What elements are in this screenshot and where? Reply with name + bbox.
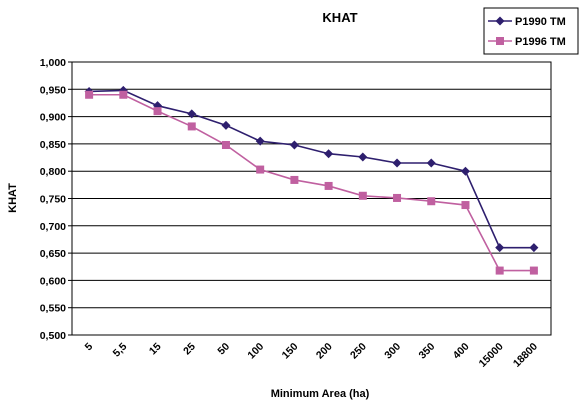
x-tick-label: 50 — [215, 341, 232, 358]
series-1-point — [119, 90, 128, 99]
y-tick-label: 0,750 — [40, 194, 66, 206]
x-tick-label: 15000 — [477, 341, 506, 370]
legend-label-p1990: P1990 TM — [515, 16, 566, 28]
series-0-point — [460, 166, 470, 176]
x-axis-ticks: 5 5,5 15 25 50 100 150 200 250 300 350 400 15000 1880… — [83, 341, 541, 370]
x-tick-label: 25 — [181, 341, 198, 358]
series-line-0 — [89, 89, 534, 249]
x-tick-label: 15 — [147, 341, 164, 358]
chart-title: KHAT — [322, 10, 357, 25]
x-tick-label: 18800 — [511, 341, 540, 370]
series-markers — [84, 85, 539, 275]
y-tick-label: 0,850 — [40, 139, 66, 151]
series-1-point — [153, 107, 162, 116]
x-tick-label: 300 — [382, 341, 403, 362]
y-axis-label: KHAT — [7, 183, 19, 213]
series-1-point — [85, 90, 94, 99]
series-line-1 — [89, 93, 534, 272]
x-tick-label: 250 — [348, 341, 369, 362]
series-1-point — [529, 266, 538, 275]
series-1-point — [221, 140, 230, 149]
series-0-point — [324, 149, 334, 159]
y-tick-label: 0,800 — [40, 166, 66, 178]
y-tick-label: 0,600 — [40, 275, 66, 287]
series-1-point — [358, 191, 367, 200]
series-1-point — [461, 201, 470, 210]
y-tick-label: 0,900 — [40, 112, 66, 124]
series-lines — [89, 89, 534, 272]
legend-marker-square — [496, 37, 504, 45]
series-1-point — [187, 122, 196, 131]
legend-marker-diamond — [495, 16, 505, 26]
series-1-point — [393, 193, 402, 202]
series-1-point — [495, 266, 504, 275]
y-axis-ticks: 0,500 0,550 0,600 0,650 0,700 0,750 0,800 0,850… — [40, 57, 72, 342]
series-0-point — [392, 158, 402, 168]
y-tick-label: 0,650 — [40, 248, 66, 260]
x-tick-label: 150 — [280, 341, 301, 362]
series-1-point — [324, 181, 333, 190]
series-0-point — [495, 243, 505, 253]
y-tick-label: 0,550 — [40, 303, 66, 315]
x-axis-label: Minimum Area (ha) — [271, 388, 370, 400]
series-1-point — [290, 175, 299, 184]
series-0-point — [187, 109, 197, 119]
series-0-point — [358, 152, 368, 162]
series-0-point — [426, 158, 436, 168]
y-tick-label: 0,700 — [40, 221, 66, 233]
gridlines — [72, 61, 551, 336]
x-tick-label: 5,5 — [111, 341, 130, 360]
y-tick-label: 0,950 — [40, 84, 66, 96]
series-0-point — [221, 120, 231, 130]
series-1-point — [256, 165, 265, 174]
x-tick-label: 400 — [451, 341, 472, 362]
x-tick-label: 200 — [314, 341, 335, 362]
legend: P1990 TM P1996 TM — [483, 7, 579, 55]
series-1-point — [427, 197, 436, 206]
series-0-point — [529, 243, 539, 253]
y-tick-label: 0,500 — [40, 330, 66, 342]
series-0-point — [255, 136, 265, 146]
x-tick-label: 100 — [245, 341, 266, 362]
legend-box — [483, 7, 579, 55]
x-tick-label: 350 — [416, 341, 437, 362]
legend-label-p1996: P1996 TM — [515, 36, 566, 48]
series-0-point — [289, 140, 299, 150]
x-tick-label: 5 — [83, 341, 96, 354]
y-tick-label: 1,000 — [40, 57, 66, 69]
